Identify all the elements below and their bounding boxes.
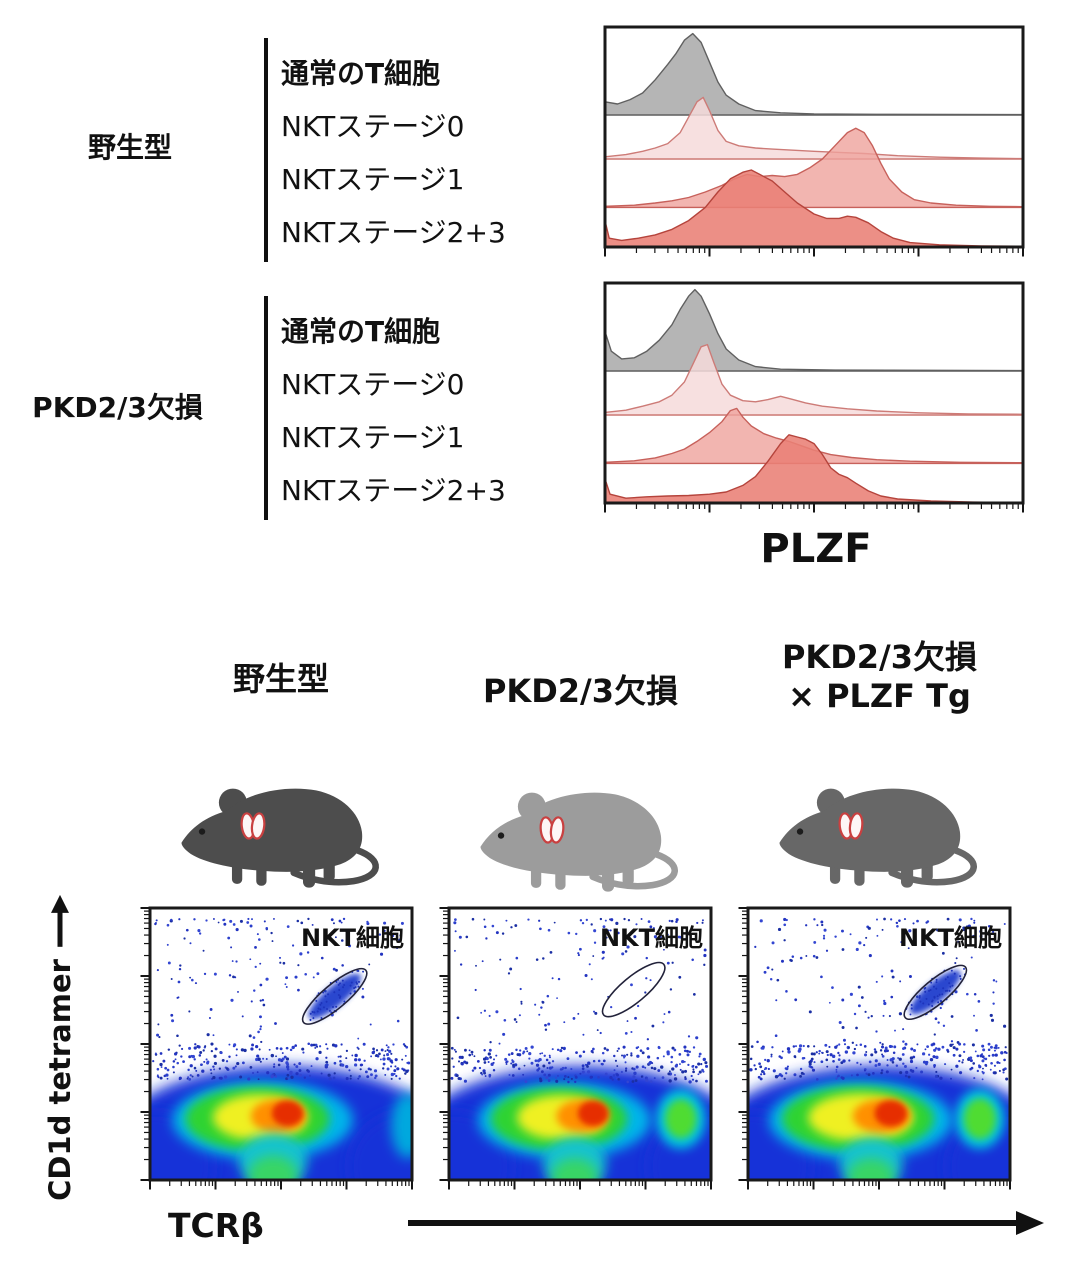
mouse-eye [198,828,206,835]
column-header-pkd: PKD2/3欠損 [482,672,679,710]
row-label-list: 通常のT細胞 NKTステージ0 NKTステージ1 NKTステージ2+3 [281,303,506,515]
column-header-pkd-plzftg: PKD2/3欠損 × PLZF Tg [781,638,978,716]
mouse-eye [497,832,505,839]
row-label-divider [264,38,268,262]
plzf-histogram-pkd [603,281,1025,513]
row-label-nkt-stage0: NKTステージ0 [281,109,465,143]
thymus-icon [539,816,565,844]
mouse-body [181,788,363,888]
mouse-icon-pkd [480,792,678,892]
svg-text:NKT細胞: NKT細胞 [301,924,404,952]
mouse-icon-pkd-plzftg [779,788,977,888]
row-label-list: 通常のT細胞 NKTステージ0 NKTステージ1 NKTステージ2+3 [281,45,506,257]
tcrb-axis-label: TCRβ [168,1206,264,1245]
cd1d-axis-label: CD1d tetramer [43,895,77,1201]
thymus-icon [240,812,266,840]
plzf-histogram-wildtype [603,25,1025,257]
row-label-nkt-stage1: NKTステージ1 [281,162,465,196]
row-label-conventional-t: 通常のT細胞 [281,314,441,348]
row-label-nkt-stage23: NKTステージ2+3 [281,215,506,249]
x-axis-arrow-line [408,1220,1018,1226]
svg-text:NKT細胞: NKT細胞 [899,924,1002,952]
row-label-nkt-stage1: NKTステージ1 [281,420,465,454]
row-label-divider [264,296,268,520]
mouse-icon-wildtype [181,788,379,888]
mouse-eye [796,828,804,835]
column-header-wildtype: 野生型 [232,660,329,698]
flow-plot-pkd: NKT細胞 [439,906,713,1190]
plzf-axis-label: PLZF [760,526,872,572]
group-label-pkd: PKD2/3欠損 [32,391,203,424]
up-arrow-icon [51,895,69,948]
row-label-conventional-t: 通常のT細胞 [281,56,441,90]
svg-text:NKT細胞: NKT細胞 [600,924,703,952]
mouse-body [779,788,961,888]
row-label-nkt-stage0: NKTステージ0 [281,367,465,401]
flow-plot-wildtype: NKT細胞 [140,906,414,1190]
x-axis-arrow-head [1016,1211,1044,1235]
mouse-body [480,792,662,892]
row-label-nkt-stage23: NKTステージ2+3 [281,473,506,507]
thymus-icon [838,812,864,840]
group-label-wildtype: 野生型 [87,131,172,164]
flow-plot-pkd-plzftg: NKT細胞 [738,906,1012,1190]
